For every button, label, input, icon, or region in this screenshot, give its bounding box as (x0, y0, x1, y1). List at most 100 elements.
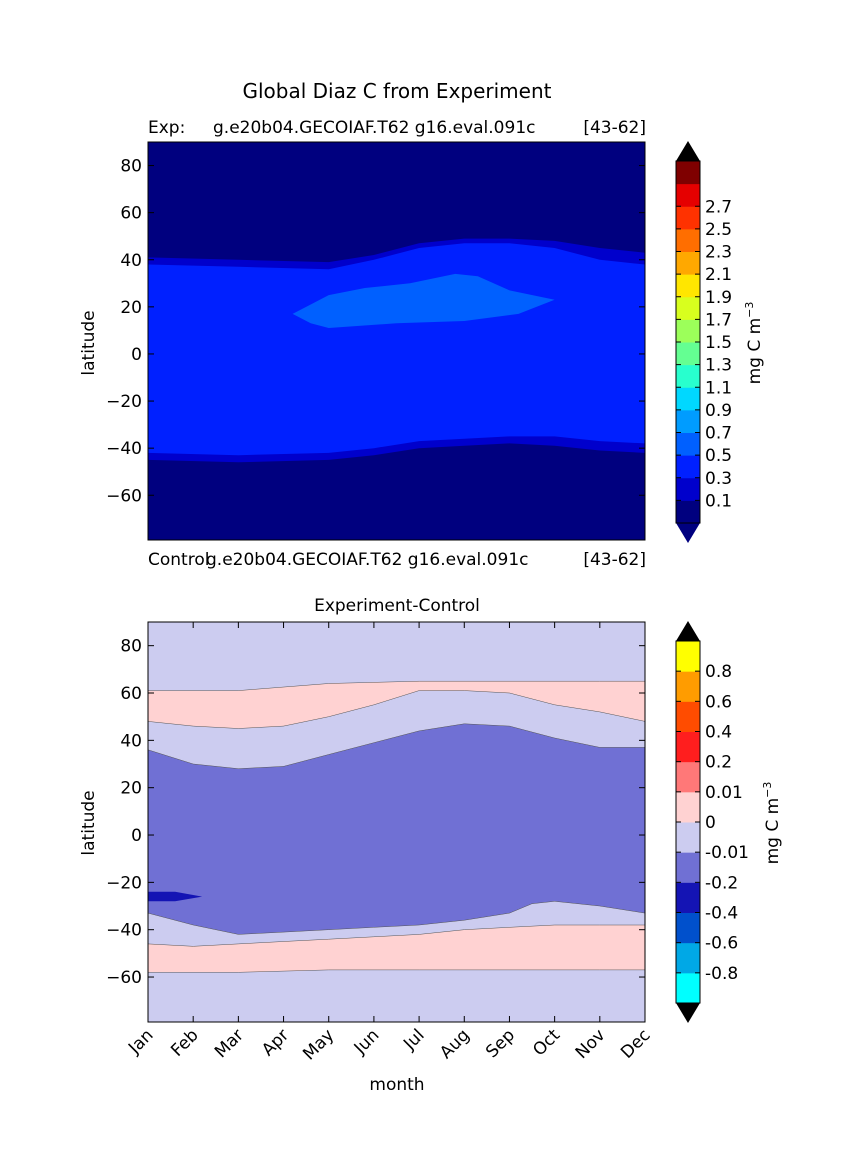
colorbar-tick-label: 0.1 (705, 491, 732, 511)
colorbar-tick-label: 1.9 (705, 288, 732, 308)
colorbar-tick-label: 2.3 (705, 243, 732, 263)
colorbar-swatch (676, 761, 700, 793)
colorbar-tick-label: 1.1 (705, 378, 732, 398)
top-header-right: [43-62] (583, 118, 646, 138)
contour-band-south-positive (147, 924, 646, 973)
colorbar-swatch (676, 701, 700, 732)
colorbar-tick-label: -0.2 (705, 873, 738, 893)
colorbar-tick-label: 2.5 (705, 220, 732, 240)
bottom-title: Experiment-Control (314, 596, 480, 616)
contour-band-0.5-0.7 (148, 243, 645, 456)
colorbar-swatch (676, 671, 700, 702)
colorbar-swatch (676, 296, 700, 320)
y-tick-label: 40 (120, 251, 142, 271)
colorbar-tick-label: -0.4 (705, 904, 738, 924)
colorbar-tick-label: 0.7 (705, 424, 732, 444)
colorbar-tick-label: -0.6 (705, 934, 738, 954)
x-tick-label: Jun (350, 1025, 384, 1059)
x-tick-label: Dec (617, 1025, 654, 1062)
top-colorbar-label: mg C m−3 (743, 302, 765, 385)
contour-band-north-positive (147, 680, 646, 729)
colorbar-swatch (676, 161, 700, 185)
top-colorbar: 0.10.3 0.50.7 0.9 1.11.3 1.5 1.71.9 2.12.3 2.5 2… (675, 141, 732, 543)
y-tick-label: 80 (120, 157, 142, 177)
x-tick-label: Aug (436, 1025, 474, 1063)
bottom-colorbar: -0.8 -0.6 -0.4 -0.2 -0.01 0 0.01 0.2 0.4 0.6 0.8 (675, 621, 749, 1023)
x-tick-label: Jul (399, 1025, 428, 1054)
y-tick-label: −40 (106, 921, 142, 941)
colorbar-tick-label: 0.3 (705, 469, 732, 489)
y-tick-label: 0 (131, 345, 142, 365)
colorbar-tick-label: 2.7 (705, 197, 732, 217)
colorbar-swatch (676, 731, 700, 763)
y-tick-label: −20 (106, 873, 142, 893)
colorbar-extend-top (676, 141, 700, 161)
colorbar-swatch (676, 455, 700, 479)
y-tick-label: −40 (106, 439, 142, 459)
y-tick-label: −60 (106, 968, 142, 988)
colorbar-tick-label: 1.5 (705, 333, 732, 353)
colorbar-extend-bottom (676, 523, 700, 543)
colorbar-tick-label: 0 (705, 813, 716, 833)
x-tick-label: Sep (482, 1025, 519, 1062)
top-ylabel: latitude (79, 310, 99, 375)
x-tick-label: Feb (167, 1025, 202, 1060)
top-footer-center: g.e20b04.GECOIAF.T62 g16.eval.091c (206, 550, 528, 570)
figure-title: Global Diaz C from Experiment (242, 79, 551, 103)
colorbar-swatch (676, 942, 700, 974)
x-tick-label: Mar (211, 1025, 248, 1062)
colorbar-tick-label: 0.6 (705, 692, 732, 712)
bottom-plot-area (147, 621, 646, 1023)
colorbar-extend-bottom (676, 1003, 700, 1023)
colorbar-swatch (676, 364, 700, 388)
y-tick-label: −20 (106, 392, 142, 412)
bottom-y-axis: 80 60 40 20 0 −20 −40 −60 (106, 637, 645, 988)
colorbar-tick-label: 0.2 (705, 753, 732, 773)
top-footer-right: [43-62] (583, 550, 646, 570)
colorbar-swatch (676, 972, 700, 1004)
colorbar-tick-label: 1.7 (705, 310, 732, 330)
y-tick-label: −60 (106, 486, 142, 506)
bottom-xlabel: month (369, 1075, 424, 1095)
top-header-center: g.e20b04.GECOIAF.T62 g16.eval.091c (213, 118, 535, 138)
x-tick-label: Oct (529, 1025, 564, 1060)
colorbar-swatch (676, 183, 700, 207)
contour-patch-0.7-0.9 (292, 273, 555, 328)
colorbar-tick-label: 2.1 (705, 265, 732, 285)
x-tick-label: Apr (258, 1025, 293, 1060)
colorbar-swatch (676, 319, 700, 343)
colorbar-tick-label: -0.01 (705, 843, 749, 863)
colorbar-tick-label: 1.3 (705, 356, 732, 376)
colorbar-swatch (676, 500, 700, 524)
colorbar-swatch (676, 882, 700, 913)
top-header-left: Exp: (148, 118, 185, 138)
colorbar-swatch (676, 274, 700, 298)
plot-frame (147, 141, 646, 541)
colorbar-swatch (676, 912, 700, 944)
x-tick-label: Jan (124, 1025, 157, 1058)
contour-band-negative (147, 723, 646, 935)
colorbar-swatch (676, 342, 700, 366)
colorbar-swatch (676, 206, 700, 230)
bottom-panel: Experiment-Control 80 60 40 20 0 −20 −40 −60 Ja… (79, 596, 783, 1095)
colorbar-swatch (676, 791, 700, 823)
colorbar-swatch (676, 852, 700, 883)
colorbar-swatch (676, 228, 700, 252)
y-tick-label: 60 (120, 204, 142, 224)
y-tick-label: 20 (120, 779, 142, 799)
y-tick-label: 60 (120, 684, 142, 704)
bottom-ylabel: latitude (79, 790, 99, 855)
x-tick-label: Nov (572, 1025, 610, 1063)
colorbar-swatch (676, 409, 700, 433)
colorbar-swatch (676, 251, 700, 275)
top-plot-area (147, 141, 646, 541)
colorbar-tick-label: 0.8 (705, 662, 732, 682)
bottom-colorbar-label: mg C m−3 (761, 782, 783, 865)
y-tick-label: 80 (120, 637, 142, 657)
y-tick-label: 20 (120, 298, 142, 318)
top-footer-left: Control (148, 550, 209, 570)
colorbar-swatch (676, 432, 700, 456)
colorbar-extend-top (676, 621, 700, 641)
colorbar-tick-label: 0.4 (705, 723, 732, 743)
